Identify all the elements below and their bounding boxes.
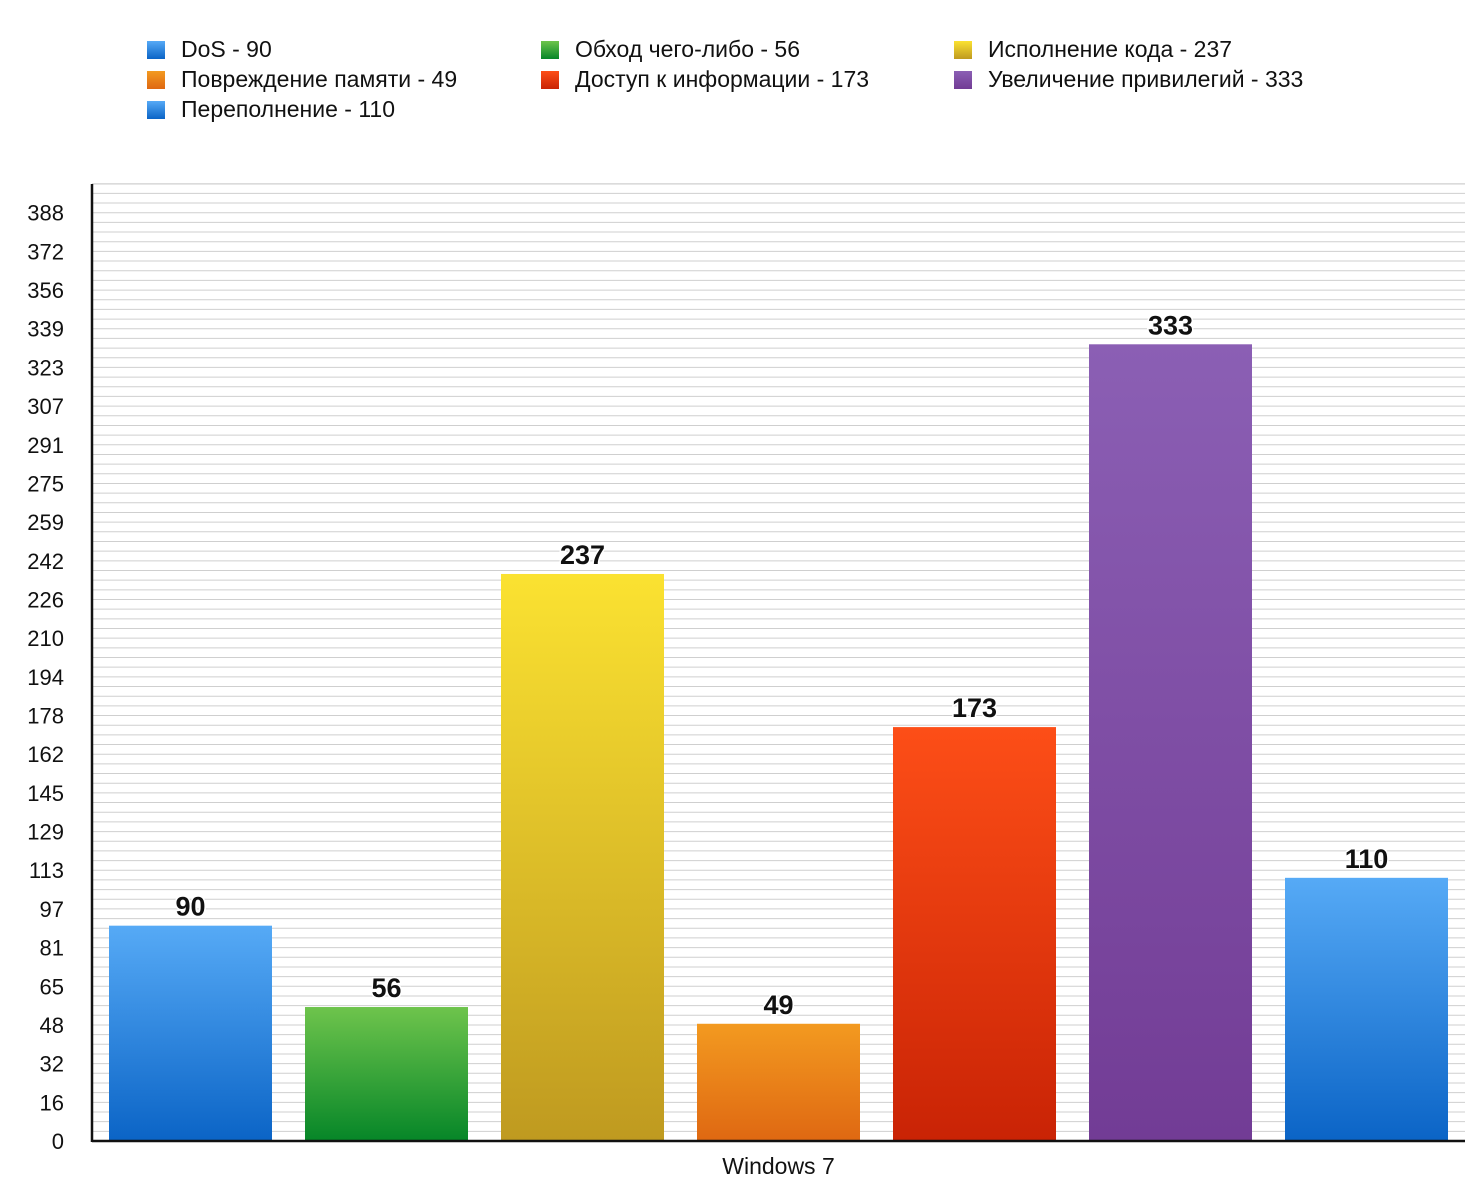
y-tick-label: 0: [52, 1129, 64, 1154]
y-tick-label: 307: [27, 394, 64, 419]
data-label: 333: [1148, 310, 1193, 340]
data-label: 90: [175, 892, 205, 922]
y-tick-label: 275: [27, 471, 64, 496]
y-tick-label: 129: [27, 820, 64, 845]
legend-swatch: [541, 40, 559, 59]
y-tick-label: 388: [27, 201, 64, 226]
y-tick-label: 372: [27, 239, 64, 264]
x-category-label: Windows 7: [722, 1153, 834, 1179]
legend-item: DoS - 90: [147, 36, 272, 63]
legend-label: DoS - 90: [181, 36, 272, 62]
legend-item: Доступ к информации - 173: [541, 66, 869, 93]
legend-item: Исполнение кода - 237: [954, 36, 1232, 63]
bar: [109, 925, 272, 1141]
y-tick-label: 210: [27, 626, 64, 651]
legend-swatch: [954, 40, 972, 59]
y-tick-label: 242: [27, 549, 64, 574]
bar: [1089, 344, 1252, 1141]
legend-item: Увеличение привилегий - 333: [954, 66, 1303, 93]
legend-swatch: [954, 70, 972, 89]
bar: [893, 727, 1056, 1141]
legend-label: Повреждение памяти - 49: [181, 66, 458, 92]
legend-swatch: [147, 40, 165, 59]
legend-item: Переполнение - 110: [147, 96, 395, 123]
y-tick-label: 48: [40, 1013, 64, 1038]
bar: [305, 1007, 468, 1141]
y-tick-label: 113: [29, 858, 64, 883]
data-label: 173: [952, 693, 997, 723]
y-tick-label: 194: [27, 665, 64, 690]
y-tick-label: 16: [40, 1090, 64, 1115]
y-tick-label: 145: [27, 781, 64, 806]
legend-label: Увеличение привилегий - 333: [988, 66, 1304, 92]
y-tick-label: 32: [40, 1052, 64, 1077]
data-label: 110: [1345, 844, 1389, 874]
y-tick-label: 259: [27, 510, 64, 535]
y-tick-label: 226: [27, 587, 64, 612]
legend-item: Повреждение памяти - 49: [147, 66, 457, 93]
legend-label: Доступ к информации - 173: [575, 66, 870, 92]
data-label: 237: [560, 540, 605, 570]
y-tick-label: 339: [27, 317, 64, 342]
legend-swatch: [147, 100, 165, 119]
legend-label: Исполнение кода - 237: [988, 36, 1233, 62]
y-tick-label: 97: [40, 897, 64, 922]
legend-swatch: [147, 70, 165, 89]
legend-label: Обход чего-либо - 56: [575, 36, 801, 62]
y-tick-label: 356: [27, 278, 64, 303]
legend-swatch: [541, 70, 559, 89]
legend-item: Обход чего-либо - 56: [541, 36, 800, 63]
data-label: 49: [763, 990, 793, 1020]
bar: [1285, 877, 1448, 1141]
y-tick-label: 178: [27, 704, 64, 729]
bar: [697, 1023, 860, 1141]
bar: [501, 573, 664, 1141]
y-tick-label: 162: [27, 742, 64, 767]
y-tick-label: 65: [40, 974, 64, 999]
data-label: 56: [371, 973, 401, 1003]
y-tick-label: 291: [27, 433, 64, 458]
y-tick-label: 81: [40, 936, 64, 961]
y-tick-label: 323: [27, 355, 64, 380]
legend-label: Переполнение - 110: [181, 96, 396, 122]
